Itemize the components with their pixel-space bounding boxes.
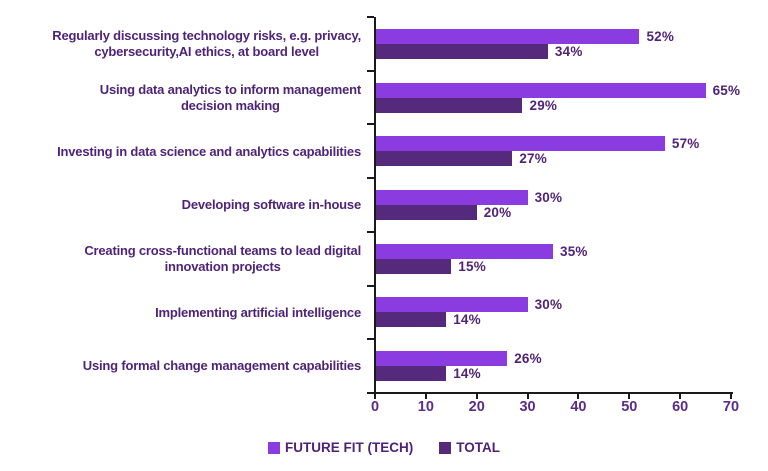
y-axis-tick — [367, 230, 374, 233]
value-label: 30% — [534, 190, 563, 205]
legend-item-total: TOTAL — [439, 440, 500, 455]
category-label: Creating cross-functional teams to lead … — [0, 232, 368, 286]
y-axis-tick — [367, 284, 374, 287]
x-axis-tick-label: 60 — [672, 399, 689, 415]
x-axis-tick-label: 0 — [370, 399, 380, 415]
value-label: 34% — [554, 43, 583, 59]
x-axis-tick-label: 40 — [570, 399, 587, 415]
category-label-text: Investing in data science and analytics … — [57, 143, 361, 159]
x-axis-tick — [374, 393, 376, 399]
y-axis-line — [373, 17, 376, 394]
bar-future-fit-tech — [375, 136, 665, 152]
y-axis-tick — [367, 16, 374, 18]
x-axis-tick — [679, 393, 682, 399]
category-label: Using formal change management capabilit… — [0, 339, 368, 393]
y-axis-tick — [367, 123, 374, 126]
bar-total — [375, 205, 477, 220]
x-axis-tick-label: 10 — [417, 399, 434, 415]
value-label: 20% — [483, 205, 512, 220]
category-label: Using data analytics to inform managemen… — [0, 71, 368, 125]
category-label-text: Using formal change management capabilit… — [82, 358, 361, 374]
value-label: 14% — [453, 312, 481, 328]
bar-total — [375, 97, 523, 113]
value-label: 35% — [560, 243, 588, 259]
x-axis-tick — [577, 393, 580, 399]
category-label: Developing software in-house — [0, 178, 368, 232]
bar-total — [375, 151, 513, 167]
bar-total — [375, 312, 447, 328]
category-label: Regularly discussing technology risks, e… — [0, 17, 368, 71]
legend-swatch-icon — [439, 441, 452, 454]
bar-future-fit-tech — [375, 351, 508, 367]
value-label: 14% — [453, 366, 481, 382]
y-axis-tick — [367, 69, 374, 72]
x-axis-line — [373, 392, 733, 394]
bar-total — [375, 43, 548, 59]
x-axis-tick-label: 70 — [722, 399, 740, 415]
bar-total — [375, 258, 452, 274]
category-label: Investing in data science and analytics … — [0, 124, 368, 178]
value-label: 30% — [534, 297, 563, 313]
value-label: 65% — [712, 82, 741, 98]
chart-legend: FUTURE FIT (TECH) TOTAL — [0, 440, 768, 455]
x-axis-tick — [526, 393, 529, 399]
value-label: 29% — [529, 97, 558, 113]
bar-future-fit-tech — [375, 28, 640, 44]
legend-swatch-icon — [268, 441, 280, 454]
y-axis-tick — [367, 338, 374, 341]
category-label-text: Regularly discussing technology risks, e… — [52, 28, 361, 59]
x-axis-tick-label: 20 — [468, 399, 485, 415]
value-label: 26% — [514, 351, 542, 367]
x-axis-tick — [424, 393, 427, 399]
value-label: 15% — [458, 258, 486, 274]
category-label-text: Implementing artificial intelligence — [155, 304, 361, 320]
x-axis-tick-label: 30 — [519, 399, 536, 415]
y-axis-tick — [367, 392, 374, 394]
value-label: 27% — [519, 151, 547, 167]
bar-total — [375, 366, 447, 382]
legend-label: TOTAL — [456, 440, 500, 455]
x-axis-tick — [628, 393, 631, 399]
category-label-text: Using data analytics to inform managemen… — [99, 82, 361, 113]
category-label-text: Developing software in-house — [181, 197, 362, 213]
bar-future-fit-tech — [375, 243, 553, 259]
x-axis-tick — [730, 393, 732, 399]
value-label: 57% — [671, 136, 700, 152]
category-label: Implementing artificial intelligence — [0, 286, 368, 340]
bar-future-fit-tech — [375, 297, 528, 313]
bar-future-fit-tech — [375, 82, 706, 98]
value-label: 52% — [646, 28, 675, 44]
x-axis-tick-label: 50 — [621, 399, 638, 415]
legend-label: FUTURE FIT (TECH) — [285, 440, 414, 455]
category-label-text: Creating cross-functional teams to lead … — [84, 243, 361, 274]
x-axis-tick — [475, 393, 478, 399]
y-axis-tick — [367, 177, 374, 180]
legend-item-future-fit-tech: FUTURE FIT (TECH) — [268, 440, 413, 455]
bar-future-fit-tech — [375, 190, 528, 205]
